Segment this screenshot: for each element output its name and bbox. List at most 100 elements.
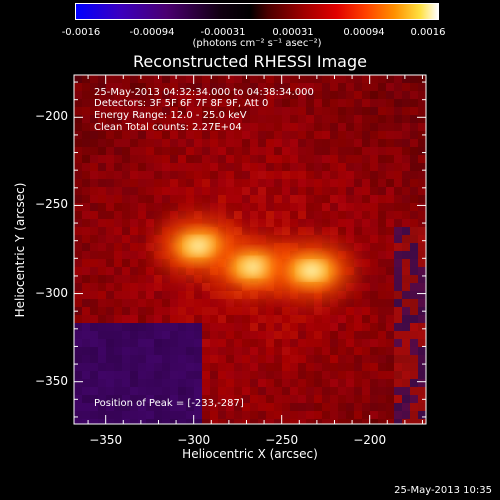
heatmap-cell <box>154 171 163 180</box>
heatmap-cell <box>410 387 419 396</box>
heatmap-cell <box>386 307 395 316</box>
heatmap-cell <box>154 299 163 308</box>
heatmap-cell <box>186 307 195 316</box>
heatmap-cell <box>106 235 115 244</box>
heatmap-cell <box>162 331 171 340</box>
heatmap-cell <box>330 387 339 396</box>
heatmap-cell <box>386 315 395 324</box>
heatmap-cell <box>114 331 123 340</box>
heatmap-cell <box>114 203 123 212</box>
heatmap-cell <box>290 227 299 236</box>
heatmap-cell <box>346 379 355 388</box>
heatmap-cell <box>234 171 243 180</box>
heatmap-cell <box>386 363 395 372</box>
heatmap-cell <box>274 171 283 180</box>
heatmap-cell <box>170 283 179 292</box>
heatmap-cell <box>162 139 171 148</box>
heatmap-cell <box>106 299 115 308</box>
heatmap-cell <box>74 419 83 424</box>
heatmap-cell <box>394 283 403 292</box>
heatmap-cell <box>202 411 211 420</box>
heatmap-cell <box>114 219 123 228</box>
heatmap-cell <box>330 99 339 108</box>
heatmap-cell <box>154 307 163 316</box>
heatmap-cell <box>418 411 426 420</box>
heatmap-cell <box>154 267 163 276</box>
heatmap-cell <box>242 163 251 172</box>
heatmap-cell <box>250 139 259 148</box>
heatmap-cell <box>354 131 363 140</box>
heatmap-cell <box>202 75 211 84</box>
heatmap-cell <box>234 179 243 188</box>
heatmap-cell <box>114 363 123 372</box>
x-axis-title: Heliocentric X (arcsec) <box>182 447 318 461</box>
heatmap-cell <box>114 323 123 332</box>
heatmap-cell <box>290 195 299 204</box>
heatmap-cell <box>418 347 426 356</box>
heatmap-cell <box>290 139 299 148</box>
heatmap-cell <box>138 259 147 268</box>
heatmap-cell <box>266 339 275 348</box>
heatmap-cell <box>266 323 275 332</box>
heatmap-cell <box>98 267 107 276</box>
heatmap-cell <box>282 379 291 388</box>
heatmap-cell <box>266 403 275 412</box>
heatmap-cell <box>378 291 387 300</box>
heatmap-cell <box>122 235 131 244</box>
heatmap-cell <box>362 315 371 324</box>
heatmap-cell <box>402 235 411 244</box>
heatmap-cell <box>218 419 227 424</box>
heatmap-cell <box>418 403 426 412</box>
heatmap-cell <box>306 395 315 404</box>
heatmap-cell <box>410 139 419 148</box>
heatmap-cell <box>394 83 403 92</box>
heatmap-cell <box>74 363 83 372</box>
annotation-time-range: 25-May-2013 04:32:34.000 to 04:38:34.000 <box>94 87 314 98</box>
heatmap-cell <box>138 243 147 252</box>
heatmap-cell <box>122 299 131 308</box>
heatmap-cell <box>338 203 347 212</box>
heatmap-cell <box>74 179 83 188</box>
heatmap-cell <box>370 419 379 424</box>
heatmap-cell <box>354 139 363 148</box>
x-tick-label: −300 <box>177 433 211 447</box>
heatmap-cell <box>130 331 139 340</box>
heatmap-cell <box>346 91 355 100</box>
heatmap-cell <box>98 219 107 228</box>
heatmap-cell <box>122 291 131 300</box>
heatmap-cell <box>338 315 347 324</box>
heatmap-cell <box>114 187 123 196</box>
heatmap-cell <box>282 363 291 372</box>
heatmap-cell <box>250 75 259 84</box>
heatmap-cell <box>354 363 363 372</box>
heatmap-cell <box>282 403 291 412</box>
heatmap-cell <box>202 179 211 188</box>
heatmap-cell <box>386 131 395 140</box>
heatmap-cell <box>106 227 115 236</box>
heatmap-cell <box>330 131 339 140</box>
heatmap-cell <box>114 259 123 268</box>
heatmap-cell <box>154 275 163 284</box>
heatmap-cell <box>226 171 235 180</box>
heatmap-cell <box>242 363 251 372</box>
heatmap-cell <box>394 179 403 188</box>
heatmap-cell <box>162 163 171 172</box>
heatmap-cell <box>290 107 299 116</box>
heatmap-cell <box>162 211 171 220</box>
heatmap-cell <box>370 107 379 116</box>
heatmap-cell <box>346 371 355 380</box>
heatmap-cell <box>346 187 355 196</box>
heatmap-cell <box>106 219 115 228</box>
heatmap-cell <box>90 411 99 420</box>
heatmap-cell <box>290 371 299 380</box>
heatmap-cell <box>210 379 219 388</box>
heatmap-cell <box>90 75 99 84</box>
heatmap-cell <box>402 131 411 140</box>
heatmap-cell <box>218 299 227 308</box>
heatmap-cell <box>338 307 347 316</box>
heatmap-cell <box>346 339 355 348</box>
heatmap-cell <box>290 395 299 404</box>
heatmap-cell <box>362 371 371 380</box>
heatmap-cell <box>186 347 195 356</box>
colorbar <box>75 3 439 20</box>
